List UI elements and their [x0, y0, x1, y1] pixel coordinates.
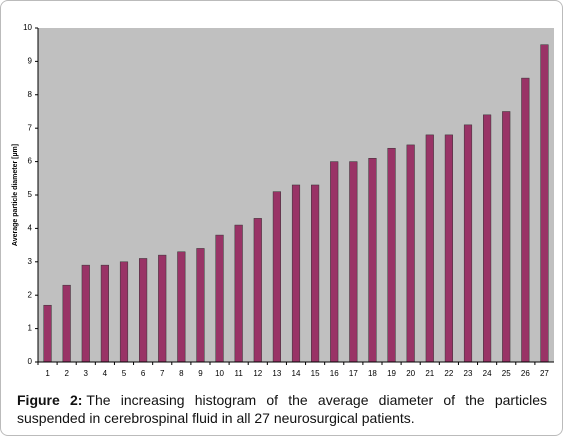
y-tick-label: 6 [28, 157, 33, 166]
bar [215, 234, 224, 363]
x-tick-label: 24 [483, 369, 492, 378]
x-tick-label: 23 [464, 369, 473, 378]
y-tick-label: 8 [28, 90, 33, 99]
y-tick-label: 1 [28, 324, 33, 333]
bar [387, 147, 396, 363]
x-tick-label: 20 [406, 369, 415, 378]
bar [119, 261, 129, 363]
bar [521, 77, 530, 363]
bar [311, 184, 320, 363]
bar [62, 284, 71, 363]
bar [502, 111, 511, 363]
bar [349, 161, 358, 363]
caption-label: Figure 2: [17, 392, 83, 408]
x-tick-label: 11 [235, 369, 244, 378]
x-tick-label: 12 [253, 369, 262, 378]
bar [253, 218, 262, 363]
x-tick-label: 1 [45, 369, 50, 378]
bar [272, 191, 281, 363]
y-tick-label: 4 [28, 224, 33, 233]
x-tick-label: 22 [444, 369, 453, 378]
x-tick-label: 26 [521, 369, 530, 378]
x-tick-label: 25 [502, 369, 511, 378]
y-tick-label: 5 [28, 190, 33, 199]
caption-text: The increasing histogram of the average … [17, 392, 547, 426]
bar [540, 44, 549, 363]
x-tick-label: 6 [141, 369, 146, 378]
x-tick-label: 3 [84, 369, 89, 378]
y-tick-label: 7 [28, 123, 33, 132]
x-tick-label: 16 [330, 369, 339, 378]
bar [425, 134, 434, 363]
bar [43, 304, 52, 363]
bar [330, 161, 339, 363]
x-tick-label: 17 [349, 369, 358, 378]
bar [81, 264, 90, 363]
bar [177, 251, 186, 363]
bar [406, 144, 415, 363]
bar [444, 134, 453, 363]
bar [368, 158, 377, 363]
bar [139, 258, 148, 363]
bar [196, 248, 205, 363]
x-tick-label: 9 [198, 369, 203, 378]
bar [291, 184, 301, 363]
chart: Average particle diameter [µm] 012345678… [12, 23, 554, 378]
x-tick-label: 18 [368, 369, 377, 378]
x-tick-label: 13 [272, 369, 281, 378]
y-tick-label: 3 [28, 257, 33, 266]
caption: Figure 2: The increasing histogram of the… [17, 391, 547, 427]
x-tick-label: 19 [387, 369, 396, 378]
y-tick-label: 2 [28, 290, 33, 299]
x-tick-label: 4 [103, 369, 108, 378]
y-tick-label: 10 [23, 23, 32, 32]
bar [100, 264, 109, 363]
x-tick-label: 8 [179, 369, 184, 378]
bar [234, 224, 243, 363]
y-axis-label: Average particle diameter [µm] [12, 144, 19, 246]
x-tick-label: 21 [425, 369, 434, 378]
x-tick-label: 10 [215, 369, 224, 378]
x-tick-label: 27 [540, 369, 549, 378]
bar [158, 254, 167, 363]
x-tick-label: 2 [64, 369, 69, 378]
y-tick-label: 9 [28, 57, 33, 66]
bar [483, 114, 492, 363]
x-tick-label: 5 [122, 369, 127, 378]
y-tick-label: 0 [28, 357, 33, 366]
x-tick-label: 7 [160, 369, 165, 378]
bar [463, 124, 473, 363]
x-tick-label: 15 [311, 369, 320, 378]
x-tick-label: 14 [292, 369, 301, 378]
